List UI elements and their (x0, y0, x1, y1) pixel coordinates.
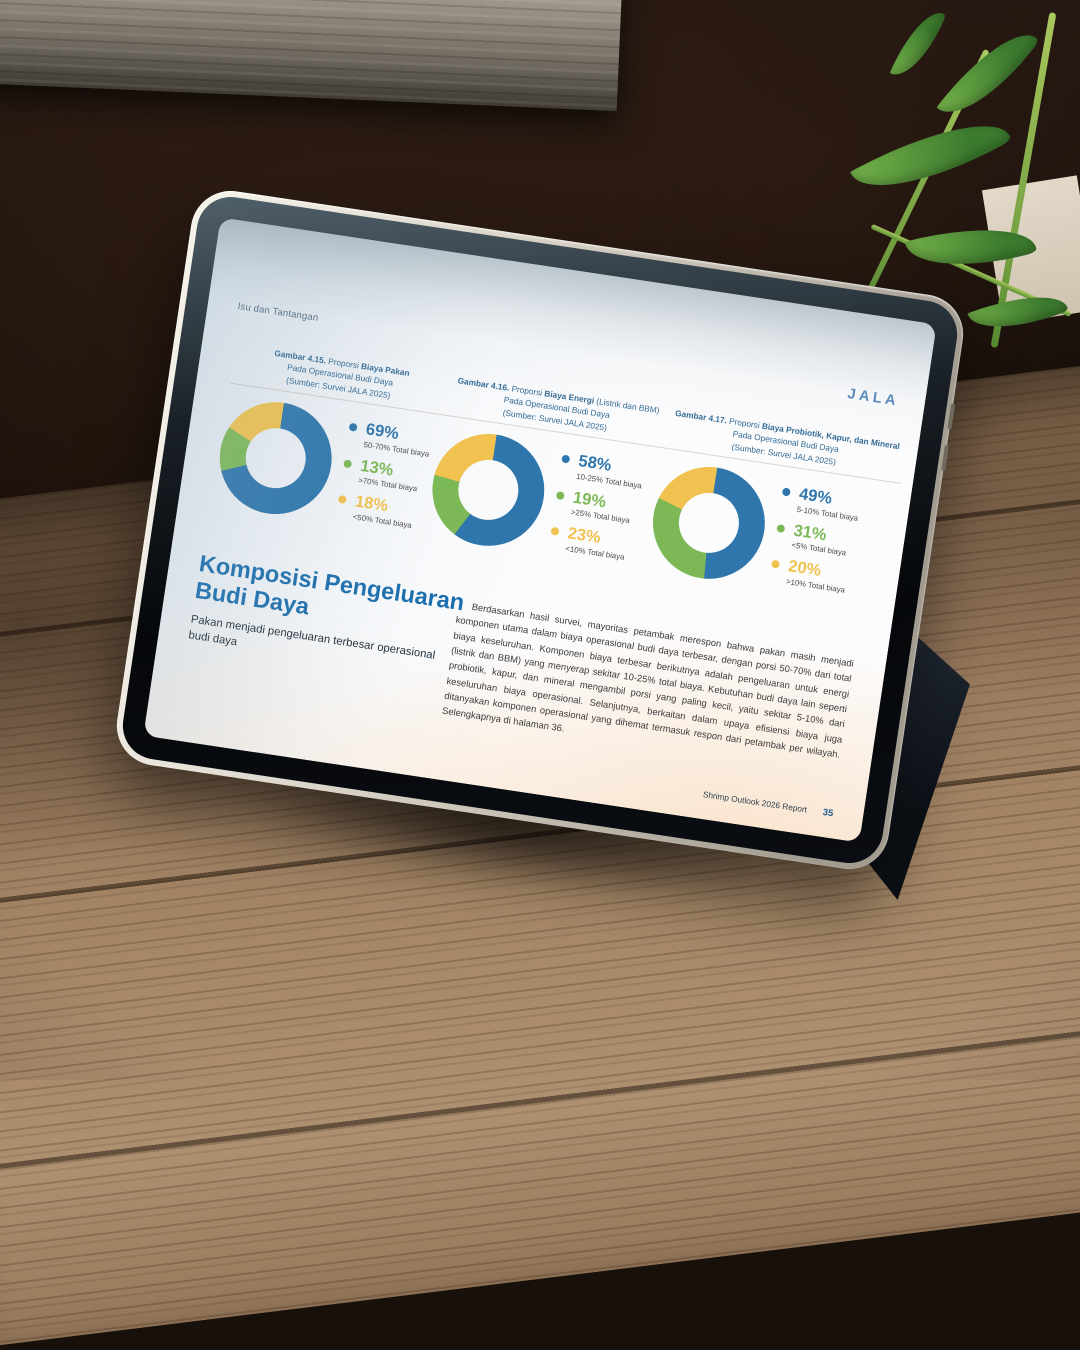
legend-value: 58% (577, 452, 613, 475)
chart-legend: 69% 50-70% Total biaya 13% >70% Total bi… (335, 419, 441, 532)
legend-value: 13% (359, 456, 395, 480)
donut-chart (645, 459, 773, 587)
legend-item: 49% 5-10% Total biaya (779, 484, 874, 525)
donut-chart (212, 394, 340, 523)
legend-value: 19% (571, 488, 608, 511)
legend-item: 23% <10% Total biaya (548, 523, 643, 564)
legend-item: 13% >70% Total biaya (341, 455, 436, 496)
legend-dot (337, 495, 347, 505)
legend-item: 19% >25% Total biaya (554, 487, 649, 528)
legend-value: 49% (797, 485, 834, 508)
figure-number: Gambar 4.16. (457, 375, 511, 393)
legend-item: 20% >10% Total biaya (769, 556, 864, 597)
legend-dot (550, 526, 560, 537)
charts-row: Gambar 4.15. Proporsi Biaya Pakan Pada O… (212, 341, 908, 606)
report-page: Isu dan Tantangan JALA Gambar 4.15. Prop… (143, 217, 936, 842)
legend-dot (781, 487, 791, 497)
legend-value: 69% (364, 420, 400, 444)
legend-dot (776, 523, 786, 533)
legend-dot (555, 490, 565, 500)
plant-leaf (849, 97, 1013, 215)
figure-number: Gambar 4.17. (674, 407, 728, 426)
legend-value: 18% (353, 492, 390, 516)
chart-feed-cost: Gambar 4.15. Proporsi Biaya Pakan Pada O… (212, 341, 450, 537)
caption-text: Proporsi (726, 415, 763, 431)
page-number: 35 (821, 806, 835, 820)
legend-value: 20% (787, 557, 823, 580)
jala-logo: JALA (846, 386, 901, 410)
donut-chart (424, 426, 552, 554)
legend-value: 23% (566, 524, 602, 547)
body-paragraph: Berdasarkan hasil survei, mayoritas peta… (441, 600, 855, 760)
tablet-device: Isu dan Tantangan JALA Gambar 4.15. Prop… (111, 185, 969, 875)
report-name: Shrimp Outlook 2026 Report (702, 789, 808, 815)
legend-item: 18% <50% Total biaya (335, 491, 430, 532)
legend-value: 31% (792, 521, 828, 544)
legend-dot (343, 459, 353, 469)
legend-dot (348, 423, 358, 433)
legend-dot (561, 454, 571, 464)
legend-item: 69% 50-70% Total biaya (346, 419, 441, 460)
legend-item: 58% 10-25% Total biaya (559, 451, 654, 492)
legend-dot (770, 559, 781, 570)
chart-energy-cost: Gambar 4.16. Proporsi Biaya Energi (List… (424, 372, 670, 570)
chart-legend: 49% 5-10% Total biaya 31% <5% Total biay… (769, 484, 875, 597)
section-label: Isu dan Tantangan (236, 300, 320, 324)
chart-probiotic-cost: Gambar 4.17. Proporsi Biaya Probiotik, K… (645, 405, 908, 606)
tablet-screen: Isu dan Tantangan JALA Gambar 4.15. Prop… (143, 217, 937, 843)
chart-legend: 58% 10-25% Total biaya 19% >25% Total bi… (548, 451, 654, 564)
legend-item: 31% <5% Total biaya (774, 520, 869, 561)
page-footer: Shrimp Outlook 2026 Report 35 (702, 789, 834, 819)
tablet-bezel: Isu dan Tantangan JALA Gambar 4.15. Prop… (118, 192, 962, 868)
